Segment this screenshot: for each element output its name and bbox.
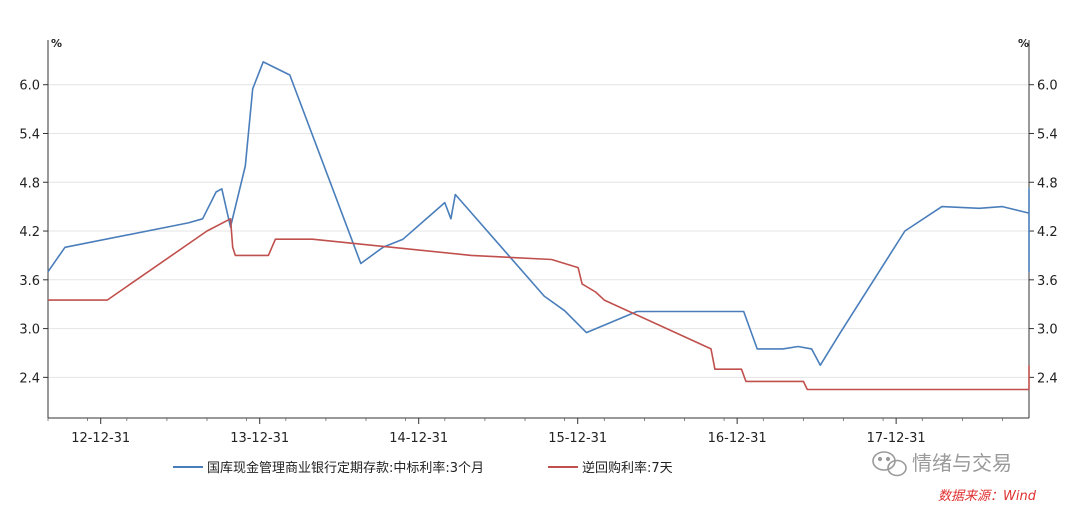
y-tick-label-right-1: 5.4 (1037, 127, 1058, 142)
x-tick-label-1: 13-12-31 (230, 431, 289, 446)
watermark: 情绪与交易 (872, 451, 1012, 477)
y-tick-label-left-2: 4.8 (19, 176, 40, 191)
y-tick-label-left-1: 5.4 (19, 127, 40, 142)
x-tick-label-2: 14-12-31 (389, 431, 448, 446)
right-unit-label: % (1018, 37, 1029, 50)
left-unit-label: % (51, 37, 62, 50)
watermark-text: 情绪与交易 (912, 451, 1012, 475)
series-line-1 (47, 61, 1030, 366)
y-tick-label-left-5: 3.0 (19, 323, 40, 338)
y-tick-label-right-6: 2.4 (1037, 371, 1058, 386)
y-tick-label-left-3: 4.2 (19, 225, 40, 240)
y-tick-label-left-4: 3.6 (19, 274, 40, 289)
y-tick-label-right-4: 3.6 (1037, 274, 1058, 289)
axes (43, 40, 1034, 424)
legend: 国库现金管理商业银行定期存款:中标利率:3个月 逆回购利率:7天 (173, 460, 673, 476)
series-lines (47, 61, 1030, 391)
y-tick-label-left-6: 2.4 (19, 371, 40, 386)
legend-label-series-2: 逆回购利率:7天 (582, 460, 673, 476)
wechat-icon (872, 451, 907, 477)
y-tick-label-left-0: 6.0 (19, 79, 40, 94)
y-tick-labels: 6.0 6.0 5.4 5.4 4.8 4.8 4.2 4.2 3.6 3.6 3.0 3.0 2.4 2… (19, 79, 1057, 387)
y-tick-label-right-3: 4.2 (1037, 225, 1058, 240)
y-tick-label-right-2: 4.8 (1037, 176, 1058, 191)
x-tick-label-3: 15-12-31 (548, 431, 607, 446)
y-tick-label-right-0: 6.0 (1037, 79, 1058, 94)
x-tick-labels: 12-12-31 13-12-31 14-12-31 15-12-31 16-12-31… (71, 431, 925, 446)
data-source: 数据来源：Wind (938, 489, 1037, 504)
x-tick-label-0: 12-12-31 (71, 431, 130, 446)
grid-lines (48, 84, 1029, 378)
x-tick-label-4: 16-12-31 (708, 431, 767, 446)
y-tick-label-right-5: 3.0 (1037, 323, 1058, 338)
series-line-2 (48, 218, 1030, 391)
legend-label-series-1: 国库现金管理商业银行定期存款:中标利率:3个月 (207, 460, 484, 476)
x-tick-label-5: 17-12-31 (867, 431, 926, 446)
